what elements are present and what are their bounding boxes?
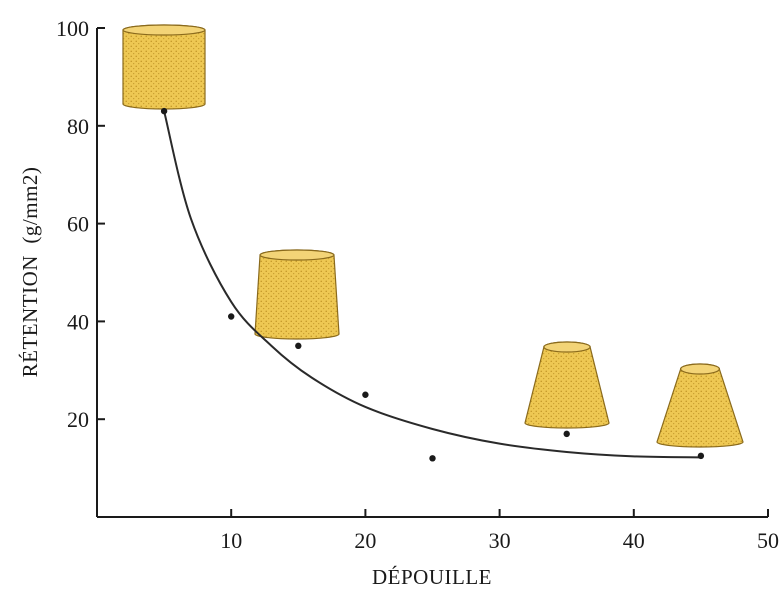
data-point (228, 313, 235, 320)
cone-illustration (524, 341, 610, 429)
wide-cone-illustration (656, 363, 744, 448)
y-tick-label: 20 (67, 407, 89, 432)
y-tick-label: 80 (67, 114, 89, 139)
data-point (563, 430, 570, 438)
illustrations-layer (122, 24, 744, 448)
x-tick-label: 40 (623, 528, 645, 553)
y-tick-label: 40 (67, 309, 89, 334)
x-axis-title: DÉPOUILLE (372, 565, 492, 589)
data-point (362, 391, 369, 398)
x-tick-label: 20 (354, 528, 376, 553)
ticks: 10 20 30 40 50 20 40 60 80 100 (56, 16, 779, 553)
data-point (160, 107, 168, 115)
x-tick-label: 50 (757, 528, 779, 553)
y-axis-title: RÉTENTION (g/mm2) (18, 167, 42, 378)
data-point (295, 342, 302, 350)
axes: DÉPOUILLE RÉTENTION (g/mm2) (18, 28, 768, 589)
data-point (697, 452, 705, 460)
trend-curve (163, 110, 701, 459)
data-point (429, 455, 436, 462)
y-tick-label: 100 (56, 16, 89, 41)
x-tick-label: 10 (220, 528, 242, 553)
data-points (160, 107, 705, 462)
slight-cone-illustration (254, 249, 340, 340)
y-tick-label: 60 (67, 212, 89, 237)
cylinder-illustration (122, 24, 206, 110)
x-tick-label: 30 (489, 528, 511, 553)
